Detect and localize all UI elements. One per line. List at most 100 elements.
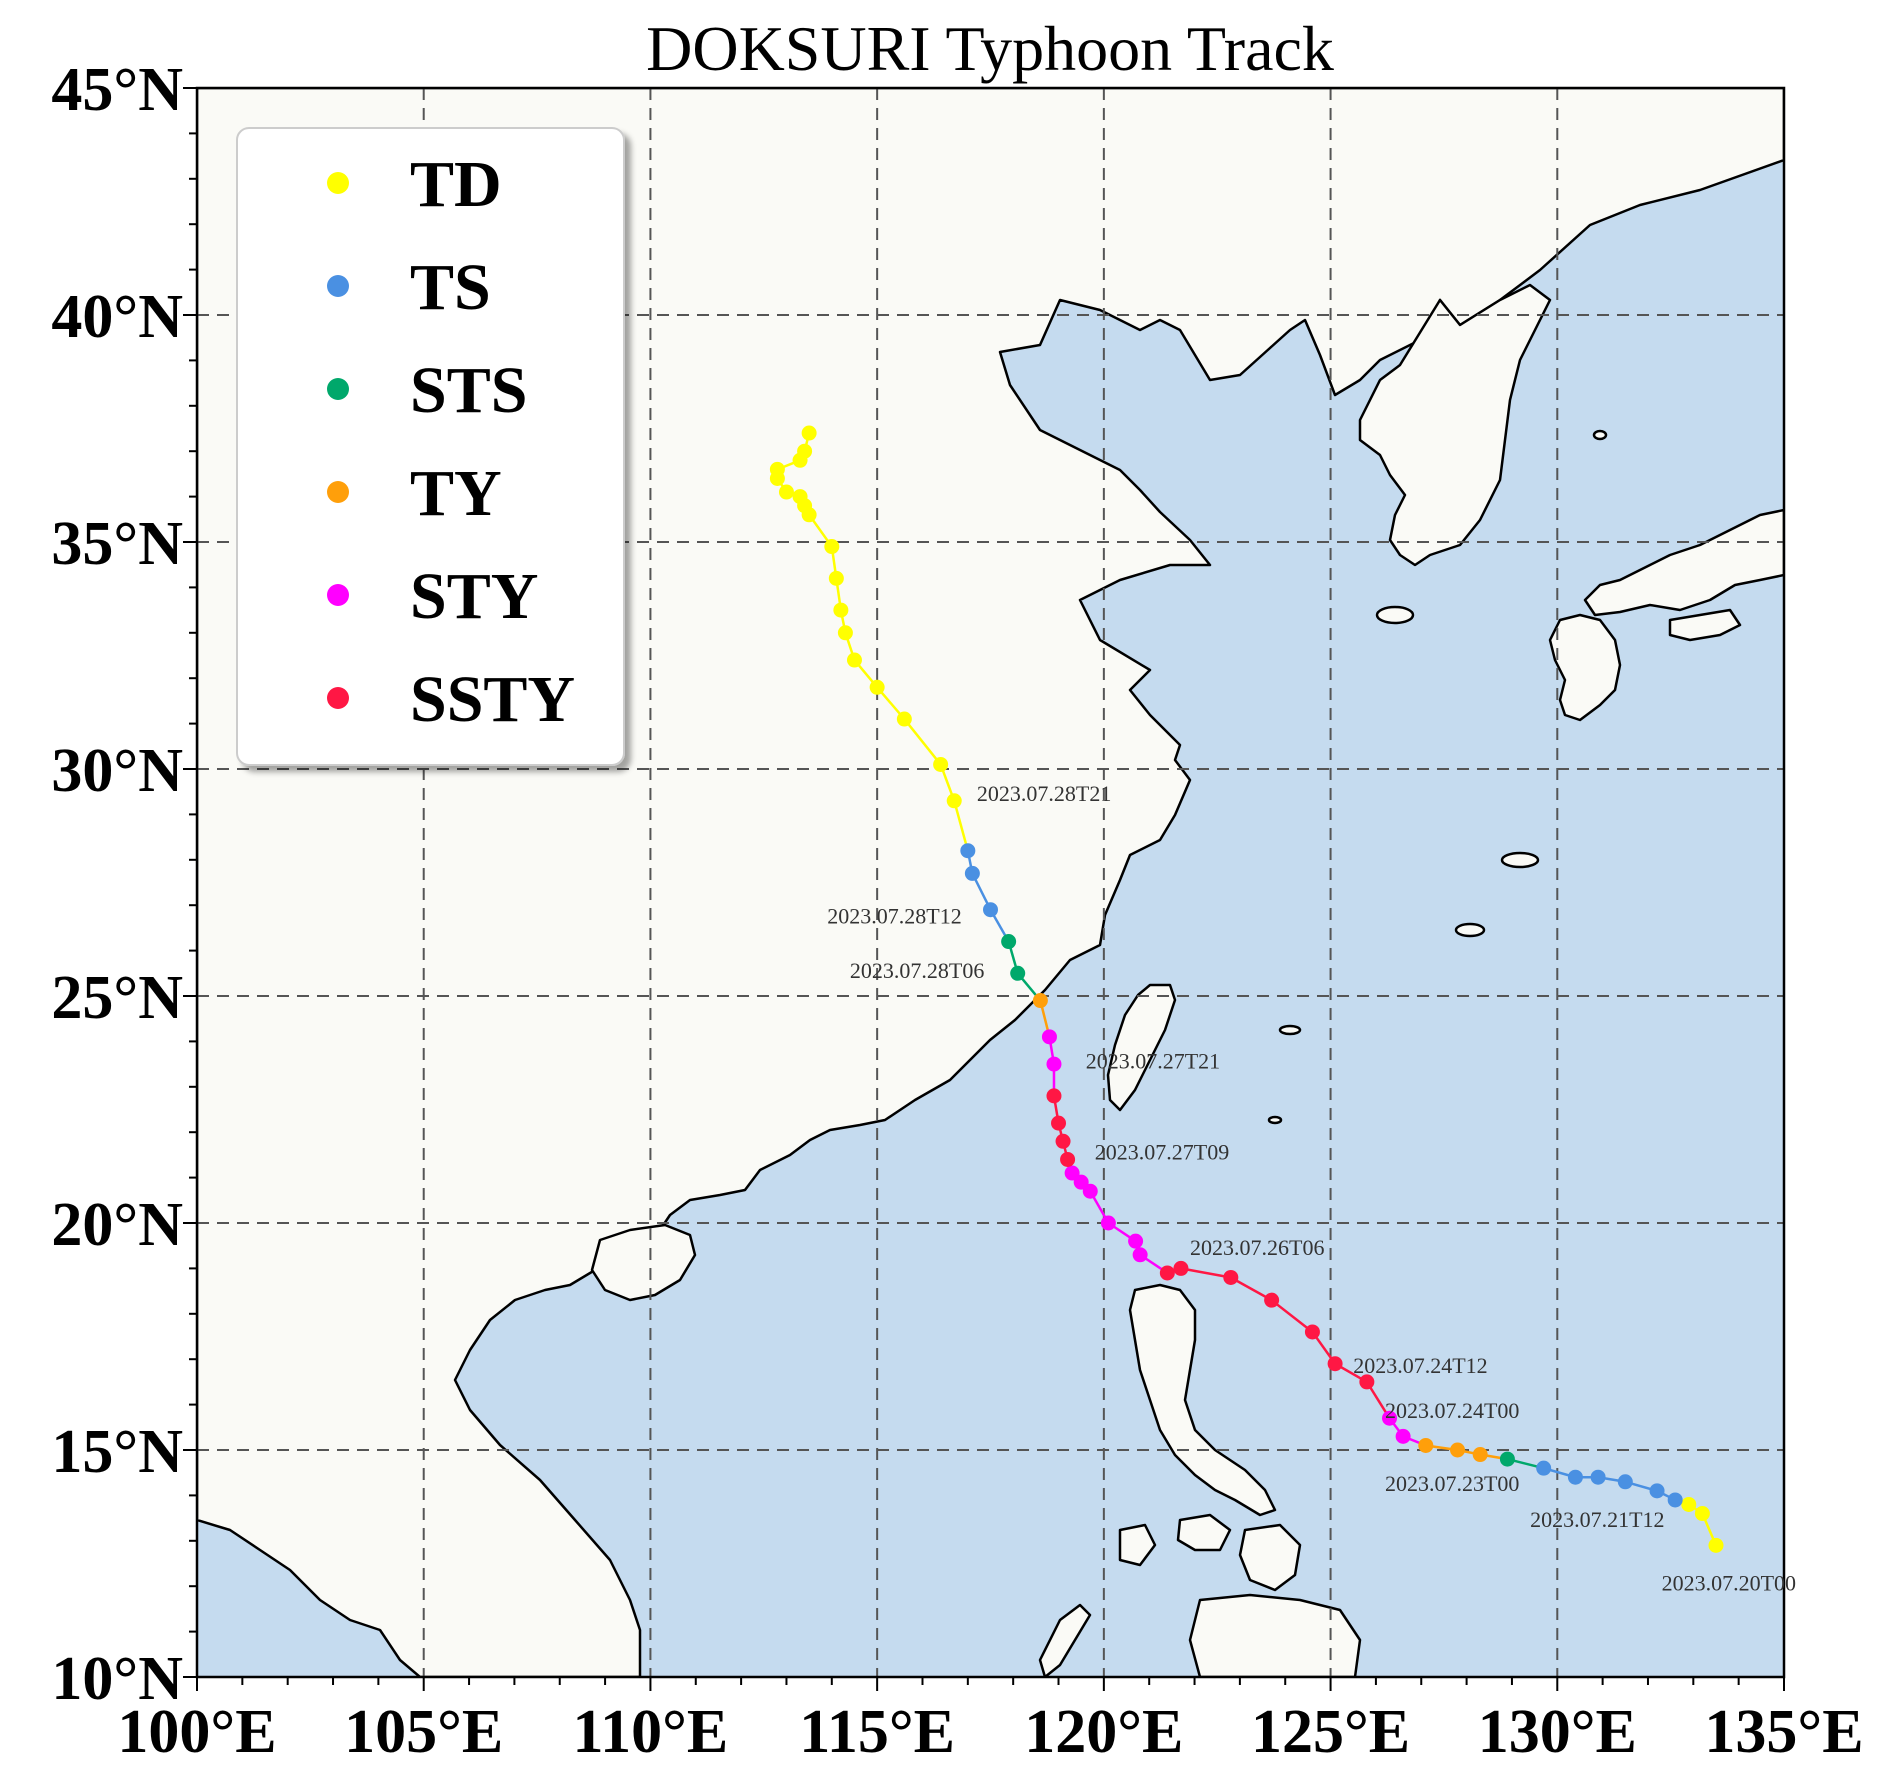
track-point-td xyxy=(769,461,785,477)
legend-label-ty: TY xyxy=(410,457,502,530)
track-point-ty xyxy=(1450,1442,1466,1458)
track-point-td xyxy=(801,425,817,441)
track-segment xyxy=(1180,1267,1232,1279)
track-point-ts xyxy=(1590,1469,1606,1485)
track-point-td xyxy=(846,652,862,668)
lon-tick-label: 110°E xyxy=(573,1698,729,1766)
japan-kyushu xyxy=(1548,613,1622,722)
lon-tick-label: 135°E xyxy=(1704,1698,1863,1766)
lon-tick-label: 100°E xyxy=(117,1698,276,1766)
track-point-ty xyxy=(1418,1437,1434,1453)
track-point-sty xyxy=(1064,1165,1080,1181)
track-point-sty xyxy=(1041,1029,1057,1045)
mindanao xyxy=(1188,1593,1362,1677)
legend-label-ssty: SSTY xyxy=(410,663,575,736)
track-point-ssty xyxy=(1359,1374,1375,1390)
track-segment xyxy=(903,718,942,766)
track-point-ts xyxy=(964,865,980,881)
track-point-sty xyxy=(1100,1215,1116,1231)
lon-tick-label: 105°E xyxy=(344,1698,503,1766)
lat-tick-label: 10°N xyxy=(51,1645,183,1713)
track-point-ssty xyxy=(1304,1324,1320,1340)
jeju-island xyxy=(1375,605,1415,625)
track-point-sts xyxy=(1499,1451,1515,1467)
track-point-td xyxy=(869,679,885,695)
track-point-sts xyxy=(1010,965,1026,981)
track-point-ssty xyxy=(1264,1292,1280,1308)
track-point-sty xyxy=(1128,1233,1144,1249)
legend-marker-sts xyxy=(327,378,349,400)
time-label: 2023.07.20T00 xyxy=(1662,1571,1796,1596)
legend-label-sty: STY xyxy=(410,560,538,633)
track-point-ssty xyxy=(1223,1269,1239,1285)
small-island-c xyxy=(1500,851,1540,869)
track-point-ty xyxy=(1032,993,1048,1009)
lon-tick-label: 115°E xyxy=(799,1698,955,1766)
lat-tick-labels: 10°N 15°N 20°N 25°N 30°N 35°N 40°N 45°N xyxy=(51,56,183,1713)
legend-marker-td xyxy=(327,172,349,194)
track-point-sts xyxy=(1001,934,1017,950)
lat-tick-label: 40°N xyxy=(51,283,183,351)
axis-ticks xyxy=(183,87,1785,1691)
time-label: 2023.07.28T21 xyxy=(977,781,1111,806)
track-point-ts xyxy=(1649,1483,1665,1499)
time-label: 2023.07.26T06 xyxy=(1190,1235,1324,1260)
lat-tick-label: 45°N xyxy=(51,56,183,124)
time-label: 2023.07.27T21 xyxy=(1086,1049,1220,1074)
track-point-td xyxy=(1708,1537,1724,1553)
track-point-sty xyxy=(1046,1056,1062,1072)
lon-tick-label: 120°E xyxy=(1024,1698,1183,1766)
track-segment xyxy=(1270,1299,1314,1333)
visayas-2 xyxy=(1238,1523,1302,1592)
small-island-b xyxy=(1278,1024,1302,1036)
track-segment xyxy=(953,800,970,852)
legend-marker-ty xyxy=(327,481,349,503)
time-label: 2023.07.23T00 xyxy=(1385,1471,1519,1496)
track-point-ts xyxy=(1567,1469,1583,1485)
track-points xyxy=(769,425,1724,1553)
track-point-ssty xyxy=(1051,1115,1067,1131)
hainan xyxy=(590,1223,697,1302)
korean-peninsula xyxy=(1358,283,1552,567)
time-label: 2023.07.27T09 xyxy=(1095,1139,1229,1164)
luzon xyxy=(1128,1283,1277,1517)
lat-tick-label: 30°N xyxy=(51,737,183,805)
track-point-td xyxy=(778,484,794,500)
track-point-td xyxy=(933,756,949,772)
lat-tick-label: 20°N xyxy=(51,1191,183,1259)
legend-label-td: TD xyxy=(410,148,502,221)
track-point-td xyxy=(837,625,853,641)
legend-marker-sty xyxy=(327,584,349,606)
time-label: 2023.07.24T00 xyxy=(1385,1398,1519,1423)
visayas-1 xyxy=(1176,1513,1232,1552)
track-point-ssty xyxy=(1173,1260,1189,1276)
lat-tick-label: 35°N xyxy=(51,510,183,578)
legend: TD TS STS TY STY SSTY xyxy=(236,127,625,766)
lat-tick-label: 15°N xyxy=(51,1418,183,1486)
legend-marker-ts xyxy=(327,275,349,297)
map-title: DOKSURI Typhoon Track xyxy=(646,13,1334,84)
map-border xyxy=(195,86,1786,1679)
track-segment xyxy=(1230,1276,1273,1302)
time-label: 2023.07.21T12 xyxy=(1530,1507,1664,1532)
palawan xyxy=(1038,1603,1092,1677)
lon-tick-labels: 100°E 105°E 110°E 115°E 120°E 125°E 130°E 135°E xyxy=(117,1698,1863,1766)
track-point-sty xyxy=(1132,1247,1148,1263)
track-point-ts xyxy=(1667,1492,1683,1508)
track-point-sty xyxy=(1082,1183,1098,1199)
legend-label-sts: STS xyxy=(410,354,527,427)
track-point-ssty xyxy=(1046,1088,1062,1104)
time-label: 2023.07.28T12 xyxy=(827,903,961,928)
track-point-td xyxy=(833,602,849,618)
track-point-ts xyxy=(1536,1460,1552,1476)
track-point-ty xyxy=(1472,1447,1488,1463)
track-point-ssty xyxy=(1055,1133,1071,1149)
track-point-ssty xyxy=(1159,1265,1175,1281)
time-label: 2023.07.28T06 xyxy=(850,958,984,983)
legend-marker-ssty xyxy=(327,687,349,709)
track-point-ts xyxy=(1617,1474,1633,1490)
track-point-td xyxy=(824,539,840,555)
track-point-td xyxy=(792,489,808,505)
legend-label-ts: TS xyxy=(410,251,491,324)
